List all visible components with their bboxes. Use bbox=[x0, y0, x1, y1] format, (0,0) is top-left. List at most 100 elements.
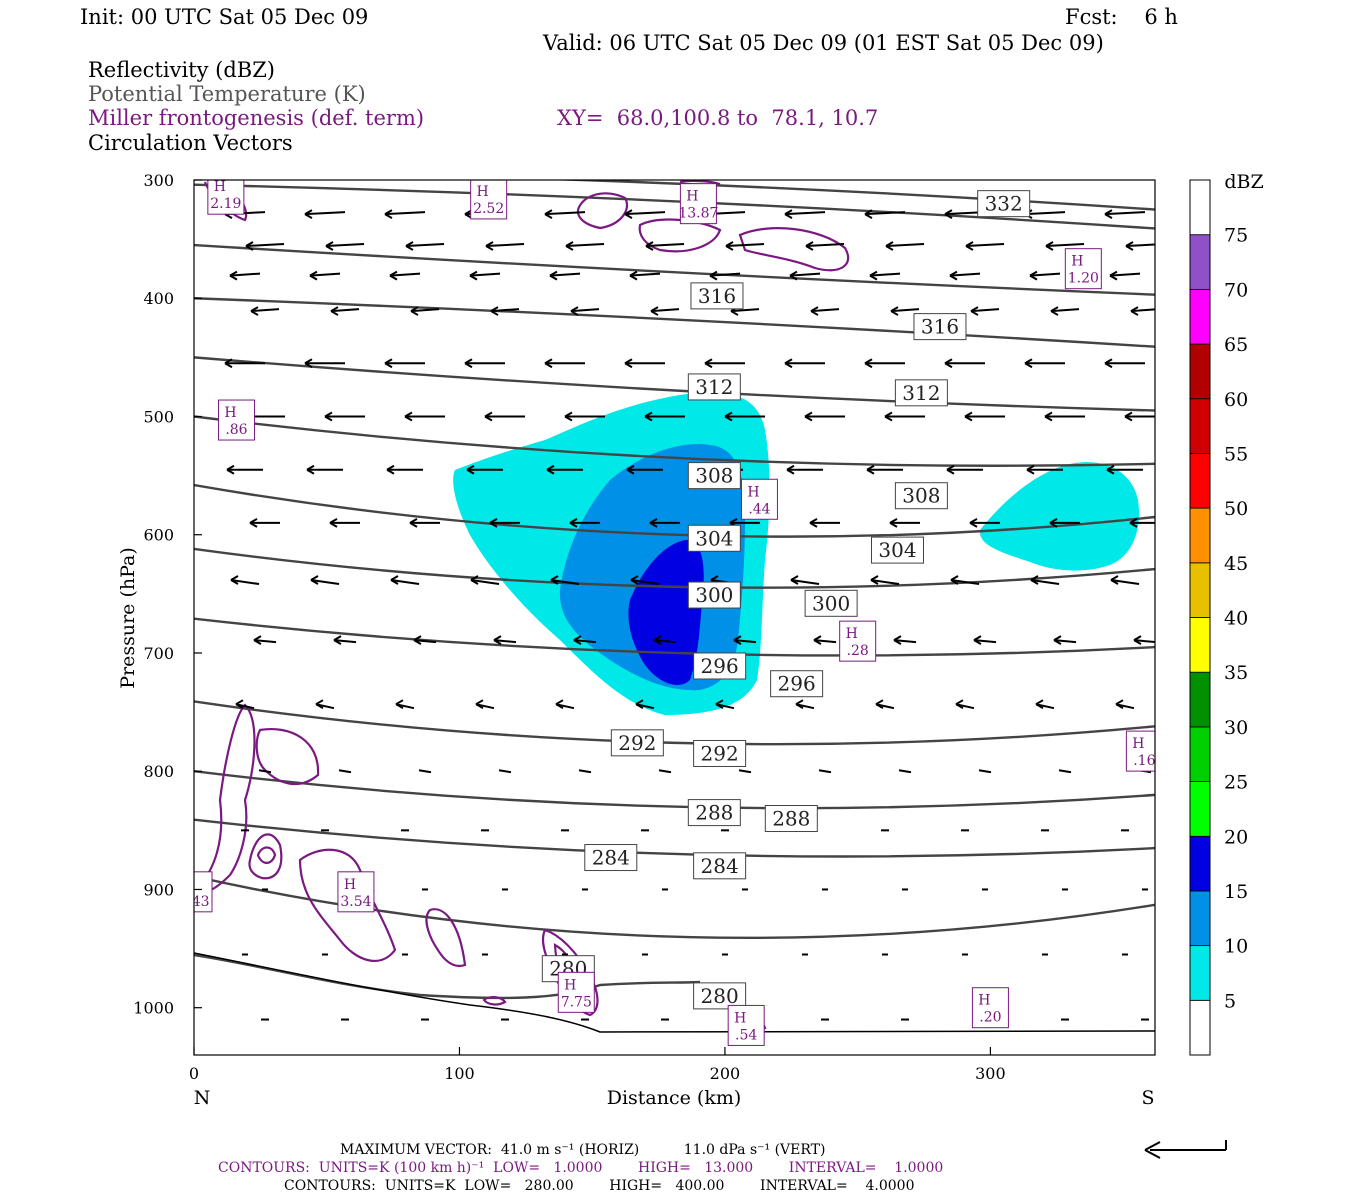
theta-label: 308 bbox=[894, 482, 948, 510]
circulation-vector bbox=[309, 270, 341, 281]
colorbar-swatch bbox=[1189, 179, 1211, 236]
theta-label: 316 bbox=[690, 282, 744, 310]
colorbar-title: dBZ bbox=[1224, 171, 1263, 193]
circulation-vector bbox=[1030, 575, 1060, 586]
colorbar-level-label: 15 bbox=[1224, 881, 1248, 903]
theta-label: 308 bbox=[687, 462, 741, 490]
y-tick-label: 700 bbox=[143, 644, 174, 663]
circulation-vector bbox=[789, 270, 821, 281]
circulation-vector bbox=[864, 358, 905, 369]
circulation-vector bbox=[573, 635, 597, 646]
x-tick-label: 0 bbox=[189, 1064, 199, 1083]
isentrope bbox=[194, 183, 1155, 230]
circulation-vector bbox=[1024, 209, 1066, 219]
circulation-vector bbox=[249, 518, 280, 528]
circulation-vector bbox=[498, 769, 512, 774]
isentrope bbox=[194, 875, 1155, 940]
circulation-vector bbox=[555, 699, 575, 710]
svg-text:H: H bbox=[564, 977, 576, 993]
circulation-vector bbox=[224, 358, 265, 369]
reflectivity-15dbz bbox=[628, 539, 704, 685]
circulation-vector bbox=[324, 411, 365, 422]
circulation-vector bbox=[1130, 306, 1155, 316]
circulation-vector bbox=[1115, 699, 1135, 710]
circulation-vector bbox=[549, 270, 581, 281]
circulation-vector bbox=[330, 306, 360, 316]
colorbar-swatch bbox=[1189, 617, 1211, 673]
frontogenesis-contour bbox=[298, 848, 397, 962]
circulation-vector bbox=[338, 769, 352, 774]
circulation-vector bbox=[946, 464, 983, 475]
svg-text:332: 332 bbox=[985, 192, 1023, 216]
circulation-vector bbox=[570, 306, 600, 316]
frontogenesis-contour bbox=[679, 180, 721, 186]
frontogenesis-max-label: H3.54 bbox=[337, 871, 375, 913]
svg-text:H: H bbox=[224, 405, 236, 421]
svg-text:316: 316 bbox=[698, 284, 736, 308]
colorbar-swatch bbox=[1189, 507, 1211, 564]
circulation-vector bbox=[386, 464, 423, 475]
svg-text:292: 292 bbox=[618, 731, 656, 755]
south-end-label: S bbox=[1141, 1087, 1154, 1109]
circulation-vector bbox=[864, 209, 906, 219]
frontogenesis-contour bbox=[194, 703, 256, 893]
circulation-vector bbox=[715, 699, 735, 710]
circulation-vector bbox=[818, 769, 832, 774]
circulation-vector bbox=[1129, 518, 1155, 528]
colorbar-swatch bbox=[1189, 835, 1211, 892]
frontogenesis-contour bbox=[248, 833, 283, 880]
frontogenesis-max-label: H7.75 bbox=[557, 971, 595, 1013]
circulation-vector bbox=[1104, 209, 1146, 219]
circulation-vector bbox=[310, 575, 340, 586]
theta-label: 332 bbox=[977, 190, 1031, 218]
circulation-vector bbox=[395, 699, 415, 710]
circulation-vector bbox=[1104, 358, 1145, 369]
circulation-vector bbox=[810, 306, 840, 316]
footer-frontogenesis-contours: CONTOURS: UNITS=K (100 km h)⁻¹ LOW= 1.00… bbox=[218, 1160, 943, 1176]
isentrope bbox=[194, 770, 1155, 810]
circulation-vector bbox=[884, 411, 925, 422]
svg-text:H: H bbox=[978, 993, 990, 1009]
circulation-vector bbox=[490, 306, 520, 316]
circulation-vector bbox=[329, 518, 360, 528]
circulation-vector bbox=[384, 209, 426, 219]
svg-text:H: H bbox=[477, 184, 489, 200]
reflectivity-5dbz-south bbox=[979, 462, 1140, 571]
svg-text:300: 300 bbox=[695, 583, 733, 607]
circulation-vector bbox=[469, 270, 501, 281]
isentrope bbox=[194, 243, 1155, 296]
circulation-vector bbox=[950, 575, 980, 586]
circulation-vector bbox=[1125, 241, 1155, 251]
circulation-vector bbox=[784, 209, 826, 219]
svg-text:292: 292 bbox=[701, 741, 739, 765]
circulation-vector bbox=[485, 241, 525, 251]
circulation-vector bbox=[1053, 635, 1077, 646]
svg-text:.86: .86 bbox=[225, 422, 247, 438]
svg-text:316: 316 bbox=[921, 315, 959, 339]
circulation-vector bbox=[325, 241, 365, 251]
svg-text:H: H bbox=[1132, 736, 1144, 752]
svg-text:H: H bbox=[182, 877, 194, 893]
circulation-vector bbox=[1024, 358, 1065, 369]
svg-text:288: 288 bbox=[772, 807, 810, 831]
colorbar-level-label: 5 bbox=[1224, 990, 1236, 1012]
colorbar-swatch bbox=[1189, 945, 1211, 1001]
circulation-vector bbox=[410, 306, 440, 316]
colorbar-swatch bbox=[1189, 890, 1211, 947]
svg-text:284: 284 bbox=[701, 854, 739, 878]
circulation-vector bbox=[955, 699, 975, 710]
circulation-vector bbox=[226, 464, 263, 475]
circulation-vector bbox=[418, 769, 432, 774]
circulation-vector bbox=[809, 518, 840, 528]
y-tick-label: 600 bbox=[143, 526, 174, 545]
circulation-vector bbox=[969, 518, 1000, 528]
colorbar-level-label: 60 bbox=[1224, 389, 1248, 411]
theta-label: 288 bbox=[687, 799, 741, 827]
colorbar-swatch bbox=[1189, 343, 1211, 400]
frontogenesis-max-label: H1.20 bbox=[1064, 248, 1102, 290]
x-tick-label: 300 bbox=[975, 1064, 1006, 1083]
circulation-vectors bbox=[224, 209, 1155, 1021]
theta-label: 280 bbox=[693, 982, 747, 1010]
y-tick-label: 800 bbox=[143, 762, 174, 781]
svg-text:308: 308 bbox=[695, 464, 733, 488]
